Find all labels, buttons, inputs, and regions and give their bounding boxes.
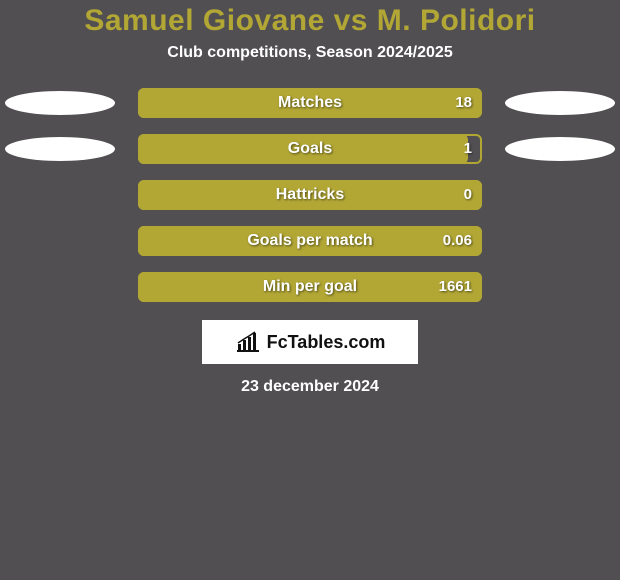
stat-row: Hattricks0	[0, 180, 620, 210]
stat-row: Goals per match0.06	[0, 226, 620, 256]
bar-fill	[138, 88, 482, 118]
logo-text: FcTables.com	[267, 332, 386, 353]
stat-rows: Matches18 Goals1 Hattricks0 Goals per match…	[0, 88, 620, 302]
comparison-infographic: Samuel Giovane vs M. Polidori Club compe…	[0, 0, 620, 580]
barchart-icon	[235, 331, 261, 353]
bar-fill	[138, 134, 468, 164]
subtitle: Club competitions, Season 2024/2025	[0, 44, 620, 62]
right-ellipse	[505, 91, 615, 115]
stat-row: Goals1	[0, 134, 620, 164]
logo-box: FcTables.com	[202, 320, 418, 364]
bar-fill	[138, 226, 482, 256]
page-title: Samuel Giovane vs M. Polidori	[0, 4, 620, 38]
stat-row: Min per goal1661	[0, 272, 620, 302]
right-ellipse	[505, 137, 615, 161]
left-ellipse	[5, 137, 115, 161]
bar-fill	[138, 180, 482, 210]
date-text: 23 december 2024	[0, 378, 620, 396]
bar-fill	[138, 272, 482, 302]
stat-row: Matches18	[0, 88, 620, 118]
left-ellipse	[5, 91, 115, 115]
